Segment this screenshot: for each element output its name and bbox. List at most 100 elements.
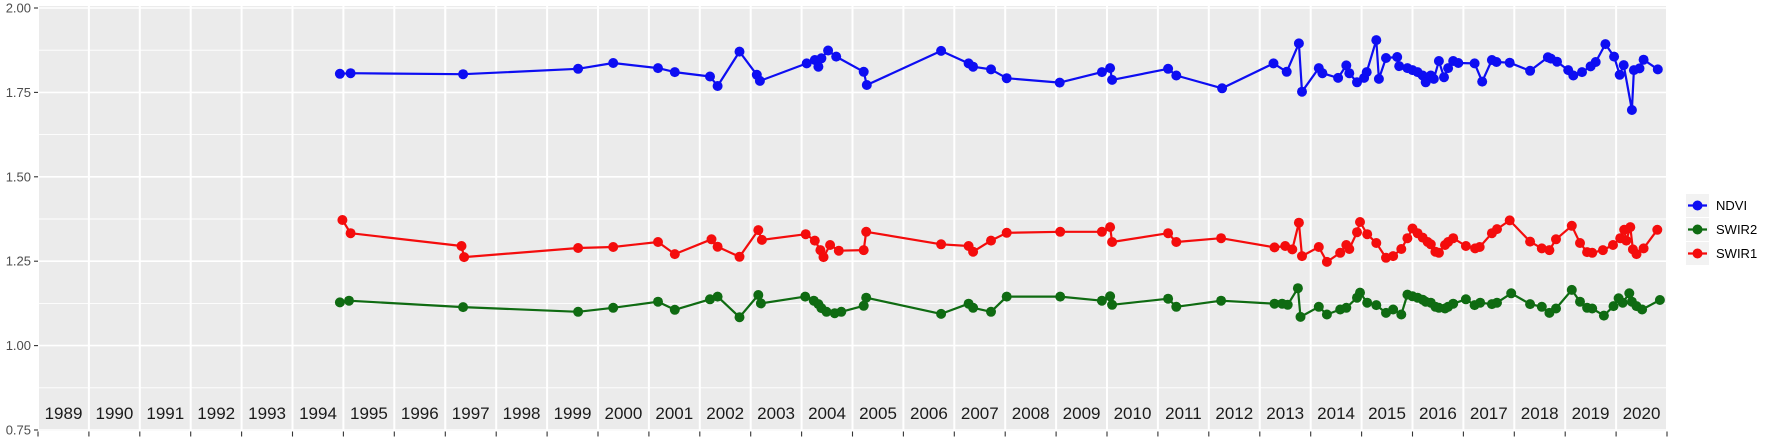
series-swir1-point (818, 252, 829, 263)
panel-1992 (191, 6, 241, 431)
y-axis-label-1.00: 1.00 (6, 338, 31, 353)
series-ndvi-point (1054, 77, 1065, 88)
series-swir2-point (653, 296, 663, 307)
year-label-2007: 2007 (961, 404, 999, 423)
series-swir1-point (1371, 238, 1382, 248)
series-ndvi-point (712, 81, 723, 91)
year-label-2004: 2004 (808, 404, 846, 423)
series-ndvi-point (1638, 54, 1649, 65)
series-swir2-point (1388, 304, 1399, 315)
year-label-2010: 2010 (1114, 404, 1152, 423)
series-ndvi-point (1626, 105, 1637, 115)
series-swir2-point (705, 294, 715, 305)
year-label-2013: 2013 (1266, 404, 1304, 423)
panel-2002 (700, 6, 750, 431)
legend-label-ndvi: NDVI (1716, 197, 1748, 213)
series-swir1-point (459, 252, 470, 263)
series-swir2-point (1492, 297, 1502, 308)
year-label-1993: 1993 (248, 404, 286, 423)
series-swir1-point (1287, 244, 1298, 255)
series-swir2-point (1292, 283, 1303, 294)
series-swir1-point (1313, 242, 1324, 252)
series-swir1-point (573, 243, 584, 253)
year-label-2017: 2017 (1470, 404, 1508, 423)
series-ndvi-point (1600, 39, 1611, 50)
year-label-2005: 2005 (859, 404, 897, 423)
series-swir2-point (821, 306, 832, 317)
year-label-1992: 1992 (197, 404, 235, 423)
series-swir1-point (1433, 247, 1444, 258)
series-swir2-point (936, 308, 947, 319)
series-ndvi-point (1443, 63, 1454, 74)
series-ndvi-point (1281, 66, 1292, 77)
series-ndvi-point (345, 68, 356, 79)
series-ndvi-point (334, 68, 345, 79)
series-ndvi-point (1394, 61, 1405, 72)
series-swir1-point (1107, 237, 1118, 247)
series-swir2-point (1624, 288, 1635, 299)
panel-1999 (548, 6, 597, 431)
series-ndvi-point (1590, 57, 1601, 67)
panel-1989 (39, 6, 88, 431)
series-swir1-point (1504, 215, 1515, 226)
legend-label-swir2: SWIR2 (1716, 221, 1758, 237)
series-ndvi-point (653, 63, 663, 74)
series-swir2-point (1321, 309, 1332, 320)
series-ndvi-point (1491, 57, 1502, 67)
year-label-1989: 1989 (45, 404, 83, 423)
series-swir1-point (1297, 251, 1307, 262)
legend-item-swir2: SWIR2 (1686, 217, 1757, 241)
series-ndvi-point (1105, 63, 1116, 74)
series-swir2-point (986, 306, 996, 317)
series-swir2-point (1269, 298, 1280, 309)
series-swir1-point (1544, 245, 1555, 256)
series-ndvi-point (458, 69, 469, 80)
series-swir1-point (809, 235, 820, 246)
year-label-1991: 1991 (146, 404, 184, 423)
series-swir1-point (861, 226, 872, 237)
year-label-2014: 2014 (1317, 404, 1355, 423)
series-swir1-point (345, 228, 356, 239)
panel-2006 (904, 6, 954, 431)
series-swir1-point (1638, 243, 1649, 254)
series-swir2-point (753, 290, 764, 300)
panel-1997 (446, 6, 496, 431)
series-swir2-point (1362, 297, 1373, 308)
series-swir1-point (800, 229, 811, 240)
series-swir1-point (968, 246, 979, 257)
series-ndvi-point (1439, 72, 1449, 83)
series-swir1-point (1448, 233, 1459, 244)
panel-1990 (89, 6, 139, 431)
y-axis-label-1.50: 1.50 (6, 169, 31, 184)
series-ndvi-point (705, 71, 715, 82)
series-swir1-point (1652, 224, 1663, 235)
series-ndvi-point (1577, 67, 1587, 78)
panel-1996 (395, 6, 445, 431)
panel-2010 (1108, 6, 1157, 431)
series-swir2-point (836, 306, 847, 317)
series-swir1-point (1492, 224, 1502, 235)
year-label-1997: 1997 (452, 404, 490, 423)
series-swir1-point (1362, 229, 1373, 240)
year-label-1998: 1998 (503, 404, 541, 423)
series-swir2-point (1536, 301, 1547, 312)
series-ndvi-point (608, 58, 619, 68)
series-ndvi-point (1614, 69, 1625, 80)
series-swir2-point (712, 291, 723, 302)
series-swir2-point (1608, 301, 1619, 312)
series-swir2-point (1566, 284, 1577, 295)
series-ndvi-point (1268, 58, 1279, 69)
series-swir2-point (1575, 296, 1585, 307)
year-label-2020: 2020 (1623, 404, 1661, 423)
panel-2005 (853, 6, 903, 431)
series-swir1-point (1575, 238, 1585, 248)
series-ndvi-point (1341, 60, 1352, 71)
series-swir2-point (1551, 303, 1561, 314)
series-ndvi-point (1618, 60, 1629, 71)
panel-1998 (497, 6, 547, 431)
series-swir1-point (1525, 236, 1536, 247)
series-ndvi-point (1371, 35, 1382, 46)
series-swir1-point (1587, 247, 1598, 258)
year-label-2015: 2015 (1368, 404, 1406, 423)
series-swir1-point (1566, 220, 1577, 231)
